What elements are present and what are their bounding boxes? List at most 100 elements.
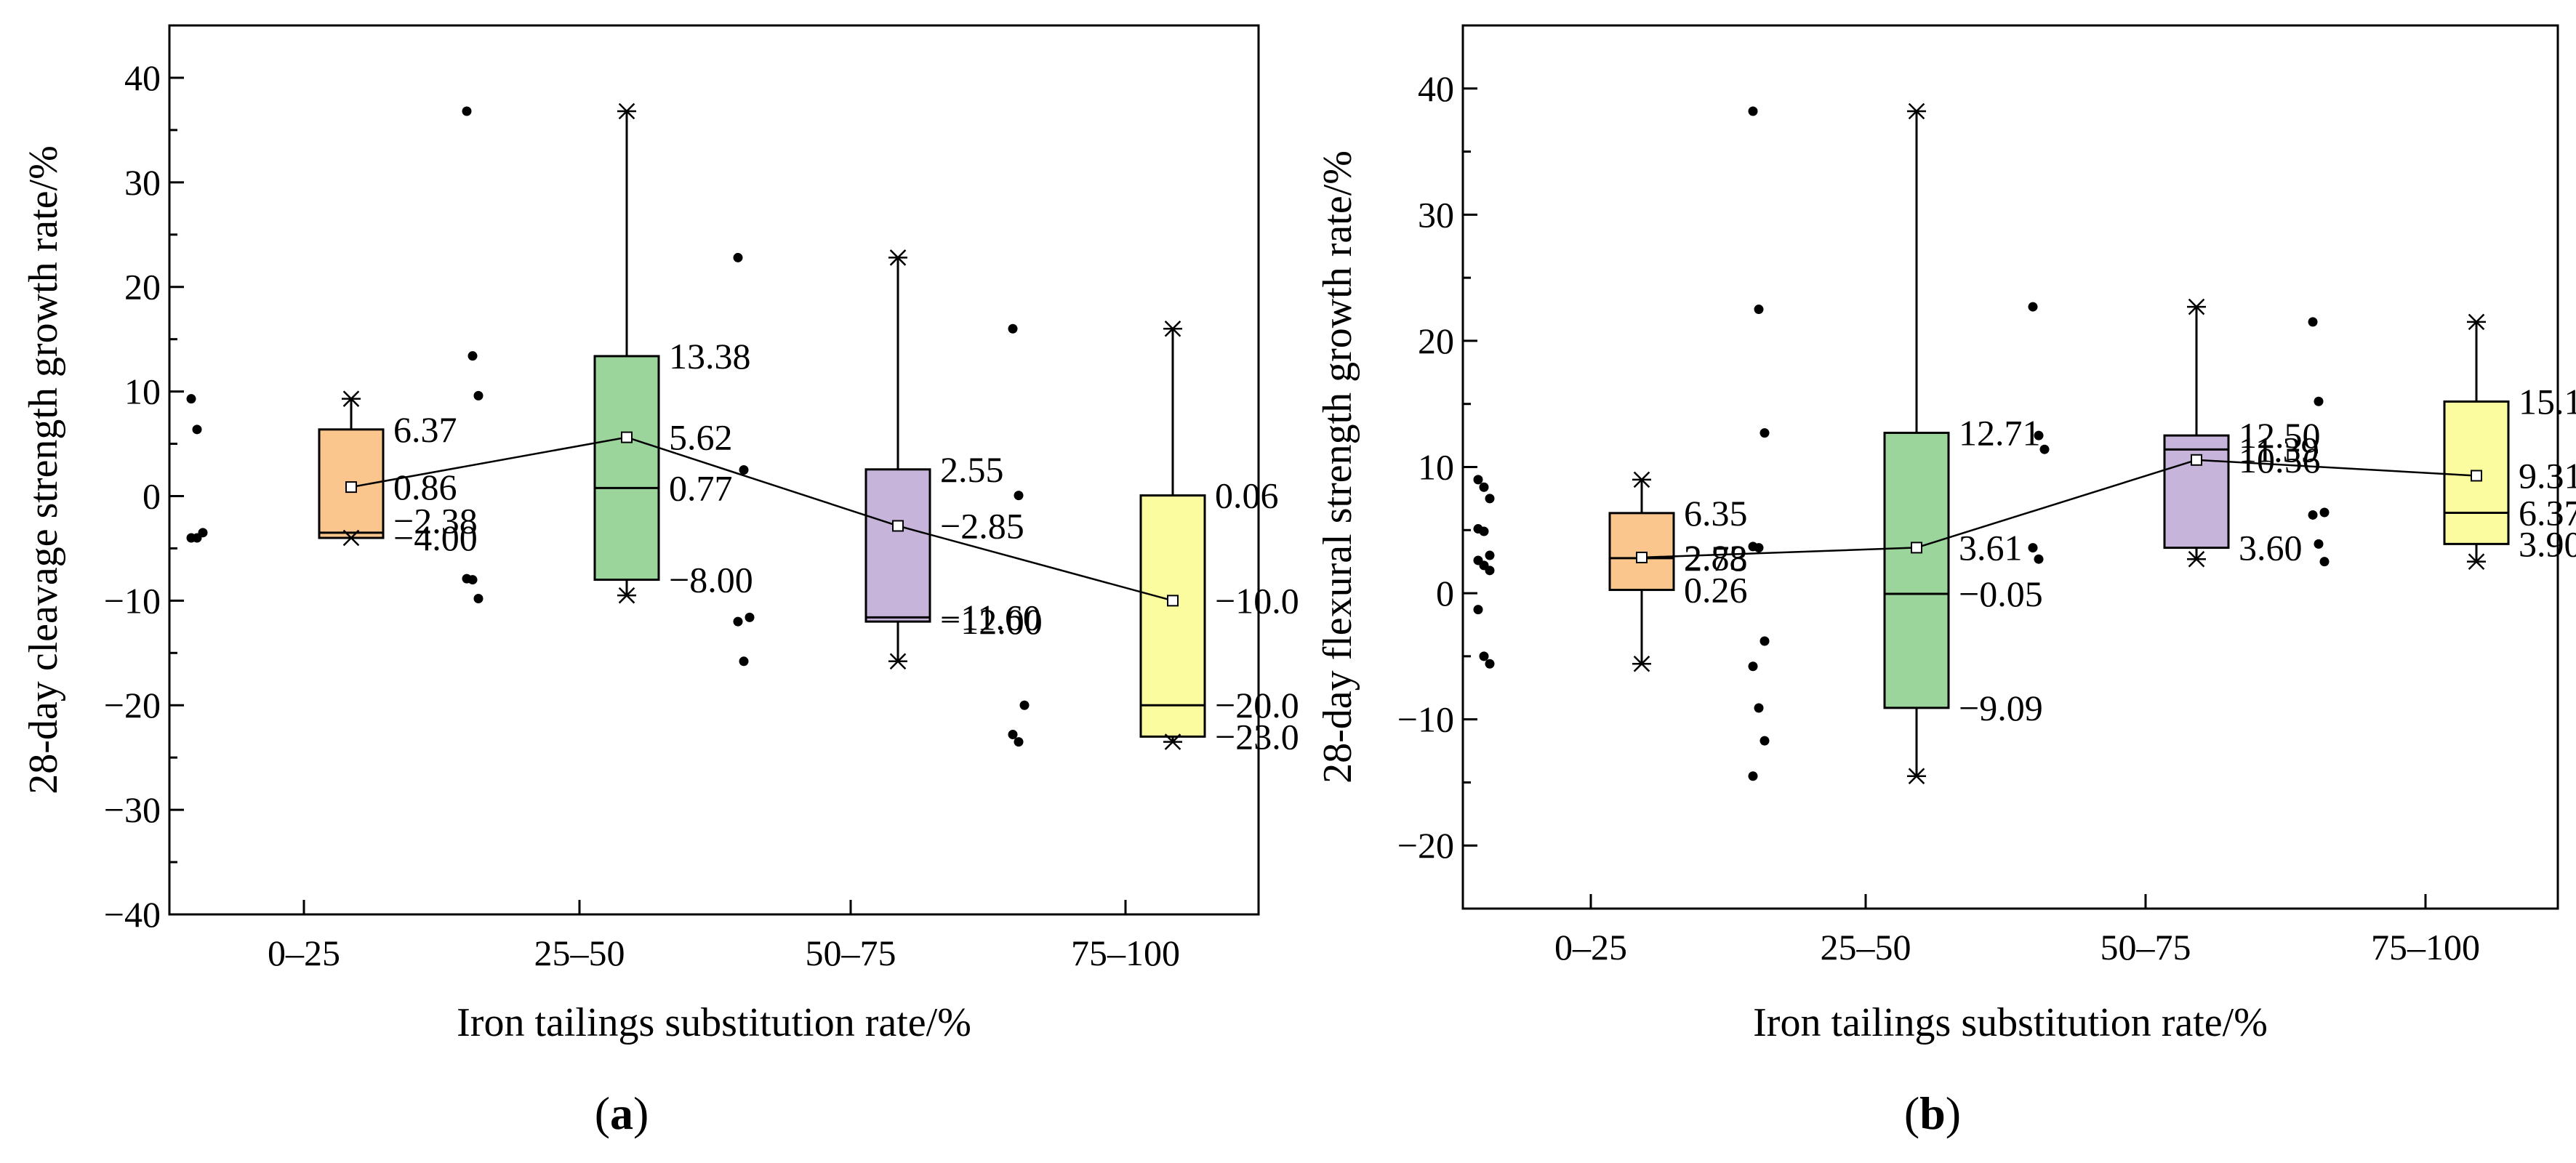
chartb-value-label: 0.26 [1684,570,1748,611]
charta-y-tick-label: −30 [104,789,161,830]
chartb-data-point [1760,428,1770,438]
charta-value-label: 2.55 [940,449,1004,490]
chartb-data-point [2029,302,2038,312]
chartb-data-point [1485,566,1495,575]
chartb-box-group: 12.713.61−0.05−9.09 [1749,104,2043,784]
chartb-y-tick-label: 20 [1418,321,1454,361]
charta-box [1141,496,1205,737]
charta-data-point [193,534,202,543]
chartb-mean-marker [2471,470,2481,480]
charta-value-label: 0.06 [1215,475,1279,516]
chartb-x-tick-label: 50–75 [2100,927,2191,967]
chartb-data-point [1749,771,1758,781]
charta-panel-label-open: ( [595,1087,610,1139]
charta-data-point [1020,701,1030,710]
charta-box-group: 13.385.620.77−8.00 [462,104,753,603]
charta-data-point [1014,491,1024,500]
charta-box-group: 0.06−10.0−20.0−23.0 [1008,321,1299,757]
charta-data-point [468,575,478,584]
chartb-y-tick-label: −20 [1397,825,1454,866]
charta-y-tick-label: 30 [124,162,161,203]
chartb-data-point [1754,704,1764,713]
chartb-mean-line [1642,460,2476,558]
chartb-x-tick-label: 25–50 [1821,927,1911,967]
chartb-data-point [2040,445,2050,454]
chartb-data-point [1485,494,1495,503]
charta-data-point [474,391,483,401]
chartb-plot-frame [1463,25,2558,909]
chartb-value-label: 15.19 [2519,381,2576,422]
chartb-data-point [2314,397,2324,406]
charta-y-tick-label: 20 [124,267,161,307]
chartb-data-point [1760,637,1770,646]
chartb-y-tick-label: 0 [1436,573,1454,613]
chartb-x-tick-label: 0–25 [1554,927,1627,967]
charta-panel-label-letter: a [610,1087,633,1139]
chartb-panel-label-letter: b [1919,1087,1946,1139]
chartb-panel-label-open: ( [1904,1087,1919,1139]
charta-value-label: −23.0 [1215,716,1299,757]
chartb-x-axis-label: Iron tailings substitution rate/% [1753,1000,2268,1045]
charta-mean-marker [1168,595,1178,605]
charta-panel-label: (a) [595,1087,649,1139]
chartb-data-point [1760,736,1770,746]
chartb-box-group: 15.199.316.373.90 [2308,314,2576,569]
charta-data-point [734,617,743,627]
charta-value-label: −8.00 [669,560,753,600]
charta-data-point [734,253,743,262]
chartb-data-point [1749,107,1758,116]
chartb-data-point [1485,659,1495,669]
charta-y-tick-label: −10 [104,580,161,621]
charta-mean-marker [346,482,356,492]
chartb-value-label: −0.05 [1959,574,2043,614]
charta-box-group: 6.370.86−2.38−4.00 [187,391,478,558]
chartb-data-point [1480,483,1489,492]
charta-data-point [739,656,749,666]
chartb-data-point [1485,551,1495,560]
chartb-x-tick-label: 75–100 [2371,927,2480,967]
charta-y-tick-label: −40 [104,894,161,935]
charta-x-tick-label: 50–75 [806,933,896,973]
chartb-data-point [1749,661,1758,671]
charta-box-group: 2.55−2.85−11.60−12.00 [734,250,1043,669]
charta-x-axis-label: Iron tailings substitution rate/% [457,1000,971,1045]
chartb-box [1885,432,1949,707]
chartb-data-point [1480,651,1489,661]
charta-y-tick-label: 10 [124,371,161,412]
charta-data-point [739,465,749,475]
charta-data-point [1008,324,1018,334]
charta-data-point [193,424,202,434]
chartb-value-label: 3.61 [1959,527,2023,568]
chartb-y-tick-label: 30 [1418,194,1454,235]
chartb-box [2164,435,2228,547]
charta-value-label: 0.77 [669,467,733,508]
charta-value-label: −12.00 [940,601,1043,642]
chartb-data-point [2308,510,2318,520]
charta-data-point [468,351,478,361]
charta-data-point [187,394,196,403]
chartb-value-label: 10.56 [2239,440,2321,480]
charta-data-point [1008,730,1018,739]
charta-box [595,356,659,580]
chartb-data-point [2034,555,2044,564]
chartb-data-point [2029,543,2038,552]
charta-x-tick-label: 75–100 [1071,933,1180,973]
chartb-data-point [1474,475,1483,484]
chartb-box-group: 6.352.832.780.26 [1474,472,1748,671]
charta-value-label: 5.62 [669,417,733,458]
chartb-y-axis-label: 28-day flexural strength growth rate/% [1315,150,1360,784]
chartb-data-point [1754,305,1764,314]
charta-value-label: −10.0 [1215,580,1299,621]
chartb-data-point [1480,527,1489,536]
charta-box [866,470,930,621]
chartb-value-label: 3.60 [2239,528,2303,568]
chartb-y-tick-label: −10 [1397,699,1454,740]
charta-x-tick-label: 25–50 [534,933,625,973]
charta-mean-marker [893,520,903,531]
charta-x-tick-label: 0–25 [268,933,340,973]
charta-value-label: −4.00 [393,518,478,558]
